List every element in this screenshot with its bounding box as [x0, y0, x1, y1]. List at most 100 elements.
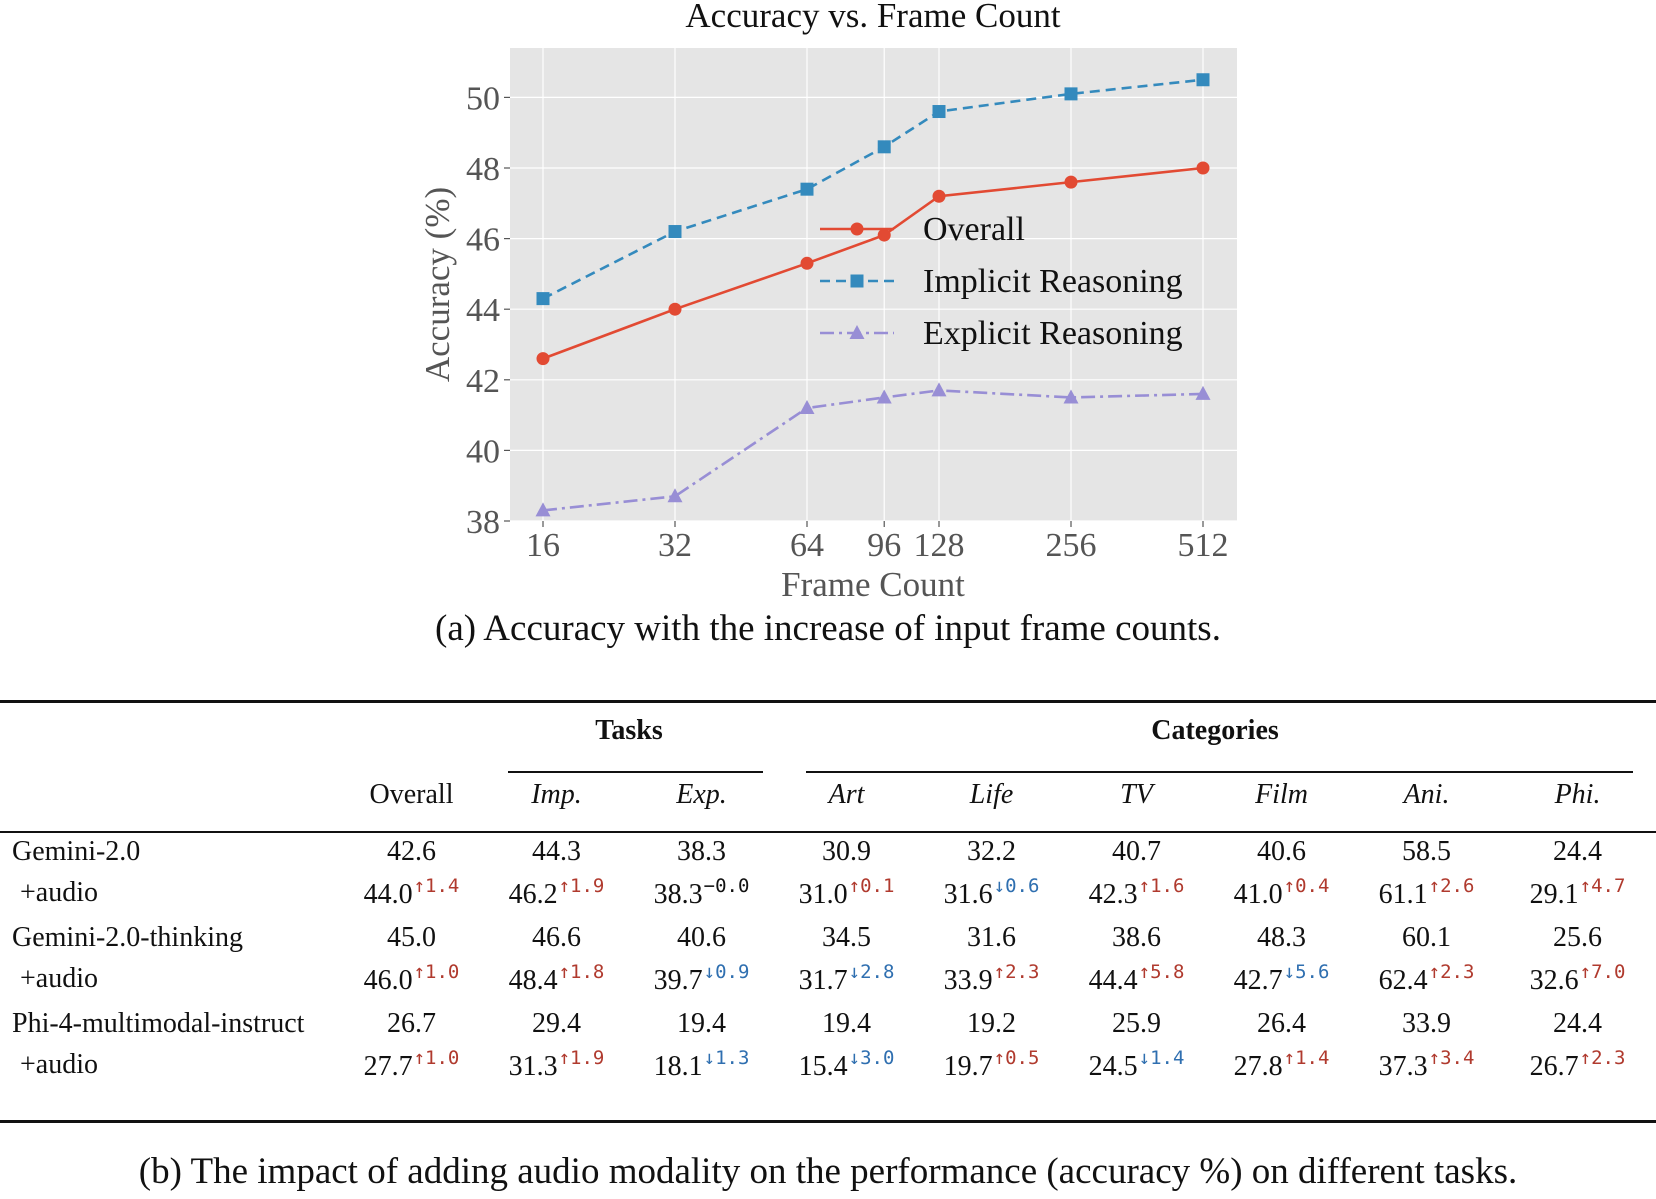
value-cell: 31.0↑0.1: [774, 872, 919, 914]
x-tick-label: 32: [658, 527, 692, 564]
cell-value: 60.1: [1402, 922, 1452, 953]
value-cell: 58.5: [1354, 828, 1499, 872]
cell-value: 44.3: [532, 836, 581, 867]
cell-value: 32.2: [967, 836, 1017, 867]
column-header-row: Overall Imp. Exp. Art Life TV Film Ani. …: [0, 762, 1656, 828]
x-tick-label: 16: [526, 527, 560, 564]
cell-value: 19.2: [967, 1008, 1017, 1039]
value-cell: 27.7↑1.0: [339, 1044, 484, 1086]
value-cell: 46.0↑1.0: [339, 958, 484, 1000]
table-row: Phi-4-multimodal-instruct 26.7 29.4 19.4 19.…: [0, 1000, 1656, 1044]
value-cell: 26.7↑2.3: [1499, 1044, 1656, 1086]
tasks-underline: [508, 771, 763, 773]
value-cell: 24.4: [1499, 1000, 1656, 1044]
cell-value: 31.0: [798, 879, 848, 910]
data-point: [877, 140, 891, 154]
delta-value: ↓1.3: [703, 1047, 750, 1069]
delta-value: ↓0.6: [993, 875, 1040, 897]
data-point: [932, 189, 946, 203]
value-cell: 31.6↓0.6: [919, 872, 1064, 914]
tasks-group-header: Tasks: [595, 715, 663, 746]
data-point: [535, 502, 551, 517]
table-top-rule: [0, 700, 1656, 703]
value-cell: 15.4↓3.0: [774, 1044, 919, 1086]
col-header: Phi.: [1554, 779, 1601, 810]
cell-value: 41.0: [1233, 879, 1283, 910]
delta-value: ↑4.7: [1579, 875, 1626, 897]
delta-value: ↑1.0: [413, 961, 460, 983]
col-header: Exp.: [676, 779, 727, 810]
value-cell: 26.4: [1209, 1000, 1354, 1044]
col-header: Ani.: [1403, 779, 1450, 810]
data-point: [536, 292, 550, 306]
value-cell: 60.1: [1354, 914, 1499, 958]
value-cell: 25.6: [1499, 914, 1656, 958]
cell-value: 19.7: [943, 1051, 993, 1082]
table-row: +audio 46.0↑1.0 48.4↑1.8 39.7↓0.9 31.7↓2.8 33…: [0, 958, 1656, 1000]
cell-value: 46.0: [363, 965, 413, 996]
value-cell: 62.4↑2.3: [1354, 958, 1499, 1000]
cell-value: 38.6: [1112, 922, 1162, 953]
data-point: [931, 382, 947, 397]
y-tick-label: 46: [466, 222, 500, 259]
data-point: [1196, 73, 1210, 87]
value-cell: 45.0: [339, 914, 484, 958]
value-cell: 18.1↓1.3: [629, 1044, 774, 1086]
value-cell: 32.6↑7.0: [1499, 958, 1656, 1000]
cell-value: 19.4: [677, 1008, 726, 1039]
value-cell: 48.4↑1.8: [484, 958, 629, 1000]
cell-value: 24.4: [1553, 836, 1603, 867]
value-cell: 39.7↓0.9: [629, 958, 774, 1000]
cell-value: 42.3: [1088, 879, 1138, 910]
cell-value: 58.5: [1402, 836, 1452, 867]
value-cell: 40.6: [1209, 828, 1354, 872]
data-point: [668, 225, 682, 239]
value-cell: 33.9↑2.3: [919, 958, 1064, 1000]
value-cell: 46.6: [484, 914, 629, 958]
x-tick-label: 64: [790, 527, 824, 564]
cell-value: 48.4: [508, 965, 558, 996]
delta-value: ↓3.0: [848, 1047, 895, 1069]
value-cell: 37.3↑3.4: [1354, 1044, 1499, 1086]
y-tick-label: 42: [466, 363, 500, 400]
y-tick-label: 38: [466, 504, 500, 541]
legend-marker: [850, 274, 864, 288]
value-cell: 29.1↑4.7: [1499, 872, 1656, 914]
cell-value: 46.2: [508, 879, 558, 910]
delta-value: ↑1.9: [558, 875, 605, 897]
delta-value: ↑7.0: [1579, 961, 1626, 983]
data-point: [932, 105, 946, 119]
y-tick-label: 44: [466, 292, 500, 329]
cell-value: 27.7: [363, 1051, 413, 1082]
cell-value: 39.7: [653, 965, 703, 996]
delta-value: ↑1.8: [558, 961, 605, 983]
delta-value: ↓0.9: [703, 961, 750, 983]
col-header: Imp.: [531, 779, 582, 810]
cell-value: 26.7: [1529, 1051, 1579, 1082]
data-point: [1063, 389, 1079, 404]
col-header: Art: [828, 779, 865, 810]
value-cell: 19.4: [774, 1000, 919, 1044]
model-name-cell: Gemini-2.0: [12, 836, 141, 867]
x-tick-label: 512: [1178, 527, 1229, 564]
value-cell: 40.6: [629, 914, 774, 958]
x-tick-label: 256: [1046, 527, 1097, 564]
legend-marker: [849, 325, 865, 339]
cell-value: 48.3: [1257, 922, 1307, 953]
cell-value: 38.3: [653, 879, 703, 910]
delta-value: ↑2.6: [1428, 875, 1475, 897]
value-cell: 31.7↓2.8: [774, 958, 919, 1000]
cell-value: 31.6: [967, 922, 1017, 953]
table-row: +audio 44.0↑1.4 46.2↑1.9 38.3−0.0 31.0↑0.1 31…: [0, 872, 1656, 914]
cell-value: 27.8: [1233, 1051, 1283, 1082]
value-cell: 44.4↑5.8: [1064, 958, 1209, 1000]
cell-value: 18.1: [653, 1051, 703, 1082]
cell-value: 26.4: [1257, 1008, 1307, 1039]
cell-value: 34.5: [822, 922, 872, 953]
data-point: [1195, 385, 1211, 400]
delta-value: ↑1.4: [1283, 1047, 1330, 1069]
cell-value: 15.4: [798, 1051, 848, 1082]
data-point: [1064, 87, 1078, 101]
value-cell: 38.3: [629, 828, 774, 872]
table-bottom-rule: [0, 1120, 1656, 1123]
